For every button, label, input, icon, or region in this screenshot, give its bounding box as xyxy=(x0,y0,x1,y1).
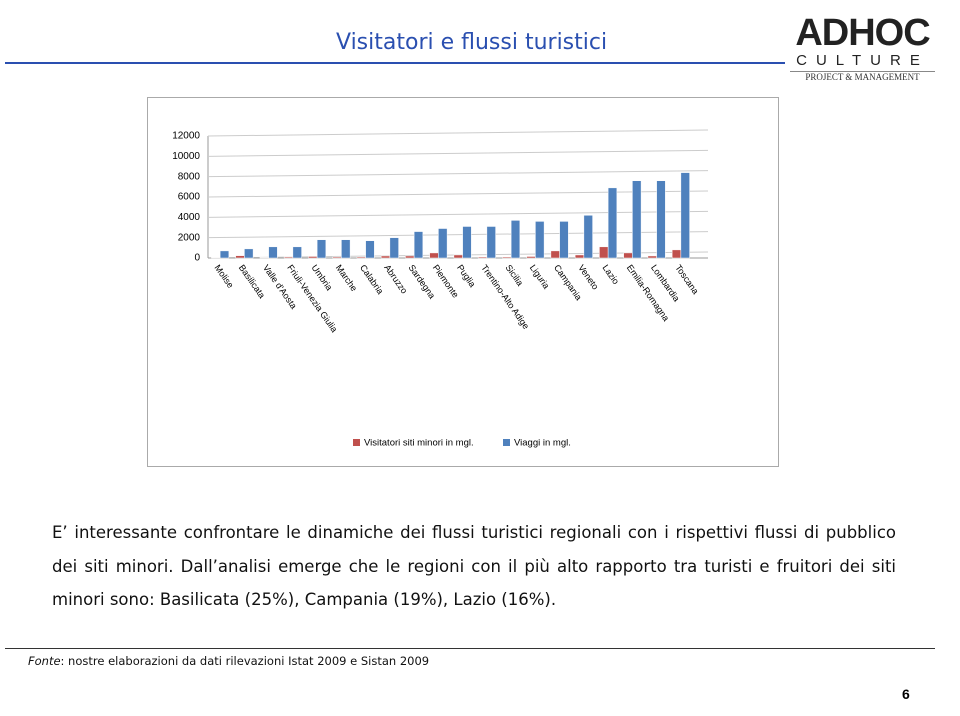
x-tick-label: Liguria xyxy=(528,263,552,291)
x-tick-label: Lazio xyxy=(601,263,622,286)
bar xyxy=(510,220,521,259)
bar xyxy=(647,255,657,259)
bar xyxy=(316,239,327,259)
bar xyxy=(599,246,609,259)
grid-line xyxy=(207,129,709,137)
bar xyxy=(235,255,245,259)
slide-title: Visitatori e flussi turistici xyxy=(336,30,608,55)
grid-line xyxy=(207,210,709,218)
legend-swatch xyxy=(353,439,360,446)
bar xyxy=(219,250,230,259)
bar xyxy=(413,231,424,259)
x-tick-label: Veneto xyxy=(576,263,600,292)
bar xyxy=(623,252,633,259)
bar xyxy=(429,252,439,259)
x-tick-label: Sicilia xyxy=(504,263,526,288)
x-tick-label: Calabria xyxy=(358,263,385,296)
x-tick-label: Marche xyxy=(334,263,359,293)
source-label: Fonte xyxy=(28,654,61,668)
bar xyxy=(380,255,391,259)
logo-main: ADHOC xyxy=(795,12,930,54)
bar xyxy=(477,256,488,259)
bar xyxy=(526,256,536,259)
chart-frame: 0 2000 4000 6000 8000 10000 12000 Molise Basilic… xyxy=(147,97,779,467)
footer-rule xyxy=(5,648,935,649)
y-tick-label: 6000 xyxy=(178,192,201,203)
y-tick-label: 8000 xyxy=(178,171,201,182)
y-tick-label: 4000 xyxy=(178,212,201,223)
source-text: : nostre elaborazioni da dati rilevazion… xyxy=(60,654,430,668)
legend-label: Viaggi in mgl. xyxy=(514,438,571,449)
bar xyxy=(292,246,302,259)
grid-line xyxy=(207,190,709,198)
bar xyxy=(453,254,463,259)
bar xyxy=(438,228,448,259)
x-tick-label: Trentino-Alto Adige xyxy=(479,263,531,331)
bar xyxy=(680,172,690,259)
bar xyxy=(341,239,351,259)
bar xyxy=(486,226,496,259)
x-tick-label: Abruzzo xyxy=(382,263,409,296)
bar xyxy=(332,256,342,259)
bar xyxy=(244,248,254,259)
grid-line xyxy=(207,170,709,178)
bar xyxy=(583,215,593,259)
grid-line xyxy=(207,231,709,239)
y-tick-label: 2000 xyxy=(178,232,201,243)
bar xyxy=(632,180,642,259)
bar xyxy=(308,256,318,259)
logo-sub: CULTURE xyxy=(796,52,929,69)
bar xyxy=(283,256,294,259)
bar xyxy=(550,250,560,259)
bar xyxy=(559,221,569,259)
y-tick-label: 10000 xyxy=(172,151,200,162)
bar xyxy=(268,246,278,259)
logo-tagline: PROJECT & MANAGEMENT xyxy=(790,71,935,82)
x-tick-label: Puglia xyxy=(455,263,478,289)
bar xyxy=(365,240,375,259)
body-text: E’ interessante confrontare le dinamiche… xyxy=(52,523,896,609)
bar xyxy=(671,249,682,259)
legend-label: Visitatori siti minori in mgl. xyxy=(364,438,474,449)
bar xyxy=(502,256,512,259)
bar xyxy=(607,187,618,259)
logo: ADHOC CULTURE PROJECT & MANAGEMENT xyxy=(790,14,935,82)
bar xyxy=(574,254,585,259)
x-tick-label: Umbria xyxy=(310,263,335,293)
page-number: 6 xyxy=(902,686,910,702)
bar xyxy=(656,180,666,259)
bar xyxy=(535,221,545,259)
y-tick-label: 0 xyxy=(194,253,200,264)
grid-line xyxy=(207,149,709,157)
bar xyxy=(389,237,399,259)
bar xyxy=(405,255,415,259)
y-tick-label: 12000 xyxy=(172,131,200,142)
header-rule xyxy=(5,62,785,64)
bar xyxy=(211,257,221,259)
source-note: Fonte: nostre elaborazioni da dati rilev… xyxy=(28,654,429,668)
bar xyxy=(259,257,269,259)
x-tick-label: Molise xyxy=(213,263,236,290)
bar xyxy=(356,256,366,259)
legend-swatch xyxy=(503,439,510,446)
bar xyxy=(462,226,472,259)
